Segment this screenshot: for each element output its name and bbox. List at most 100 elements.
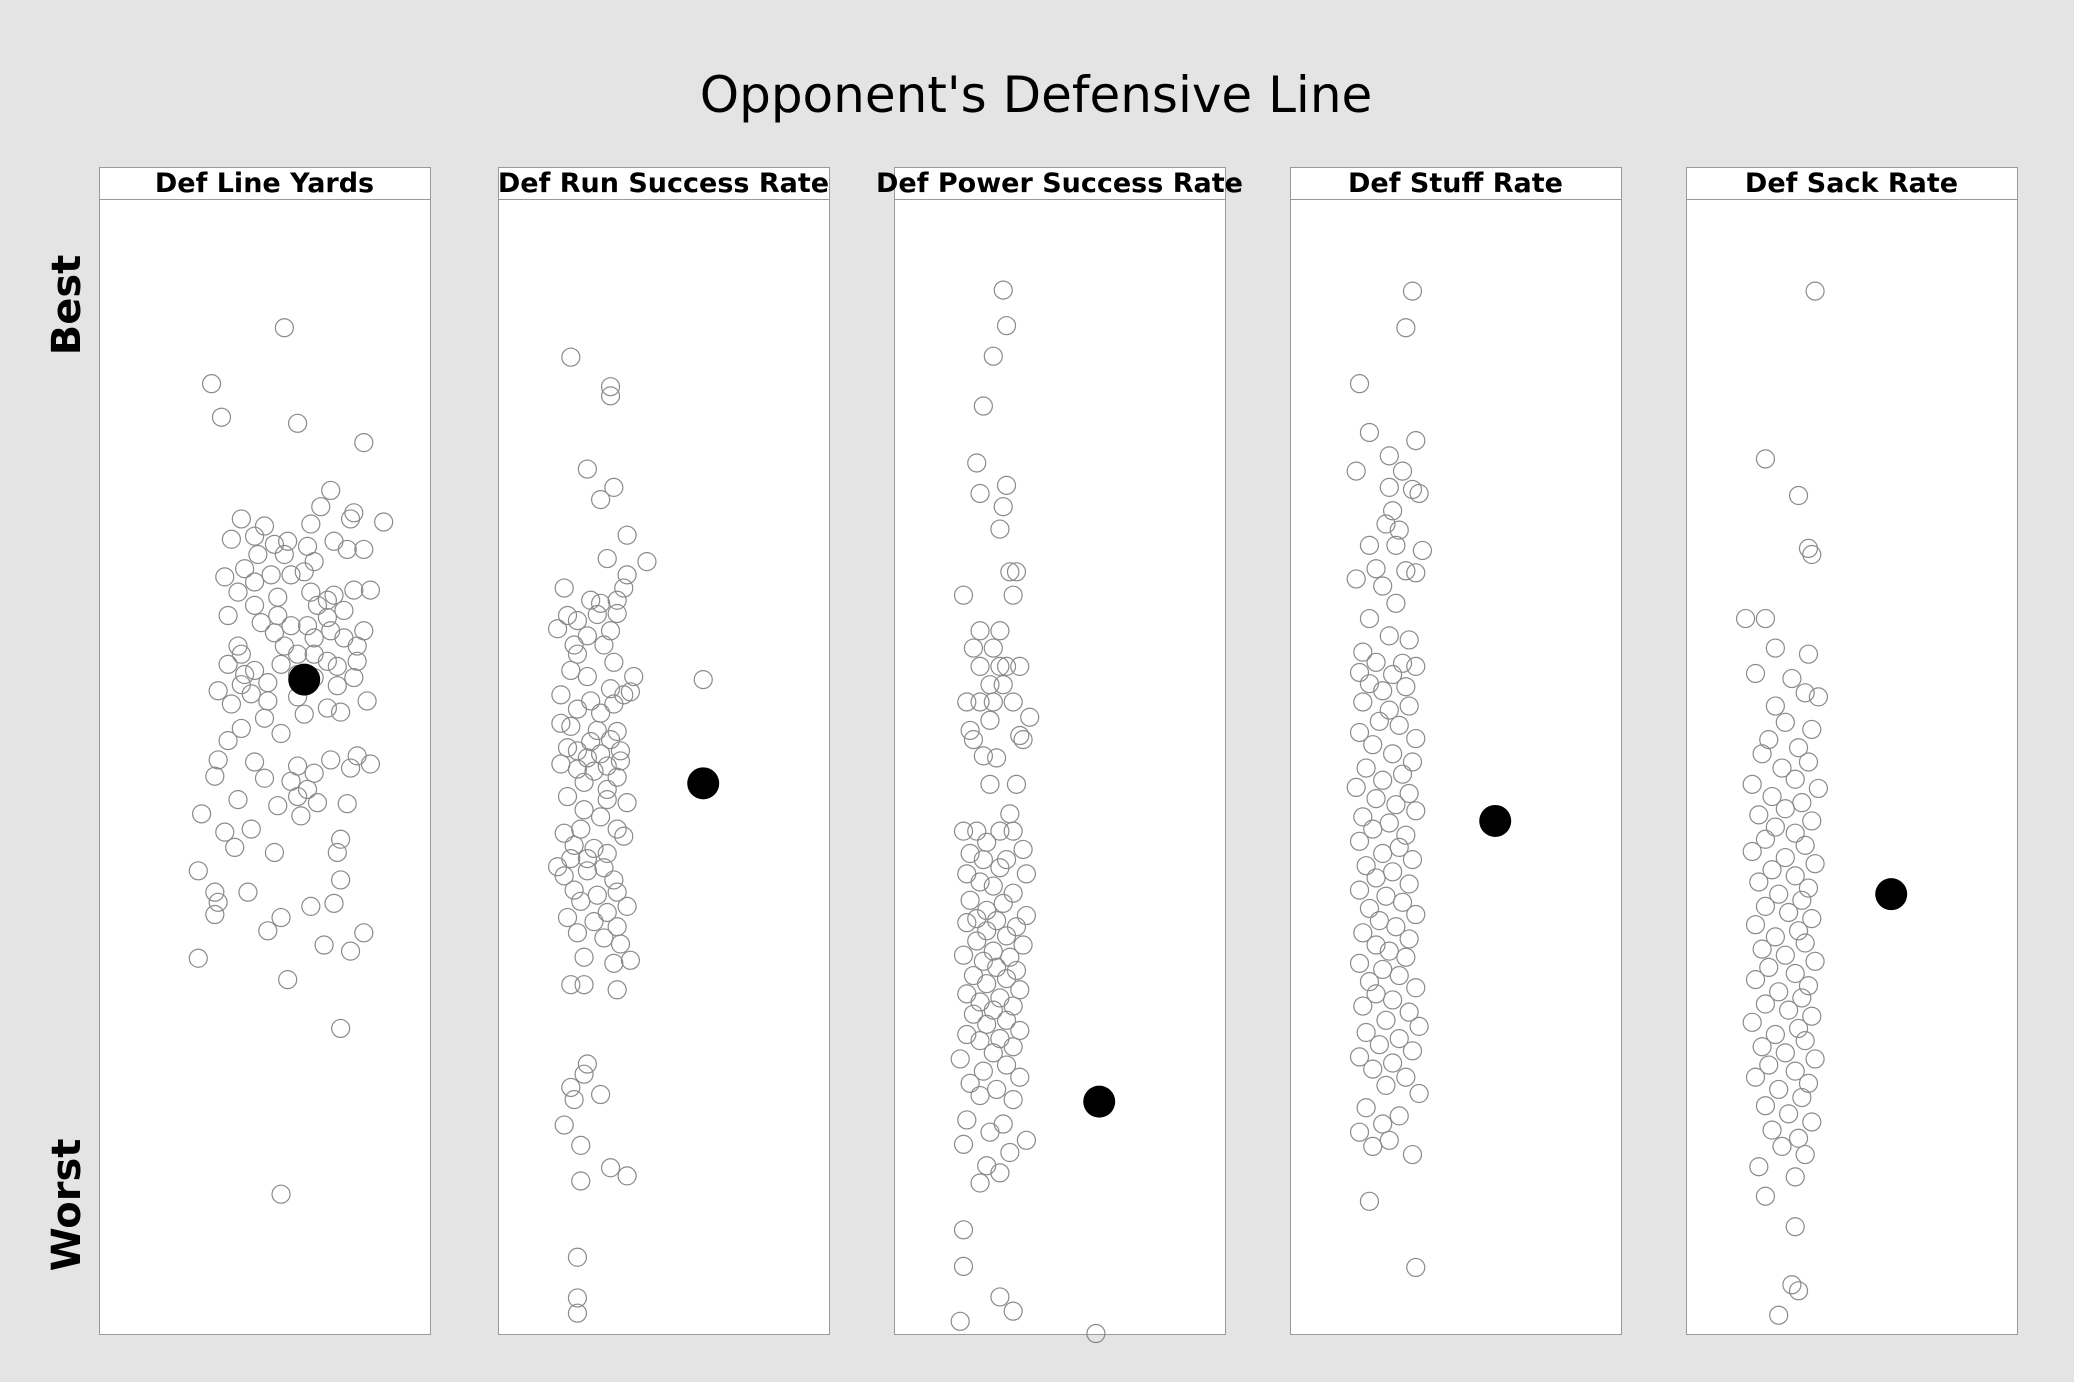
panel-title: Def Sack Rate <box>1745 168 1958 199</box>
league-point <box>990 519 1010 539</box>
league-point <box>1379 626 1399 646</box>
league-point <box>600 377 621 397</box>
league-point <box>1795 933 1815 953</box>
league-point <box>967 821 987 841</box>
league-point <box>554 1115 574 1135</box>
league-point <box>1010 725 1030 746</box>
league-point <box>957 1110 977 1130</box>
league-point <box>1349 880 1370 900</box>
league-point <box>1759 957 1779 978</box>
league-point <box>1792 793 1812 813</box>
league-point <box>1805 281 1825 301</box>
league-point <box>357 691 377 711</box>
league-point <box>1363 819 1383 839</box>
league-point <box>561 660 581 681</box>
league-point <box>1396 677 1416 697</box>
league-point <box>331 870 351 890</box>
league-point <box>188 948 208 968</box>
panel-4: Def Stuff Rate <box>1290 167 1622 1335</box>
league-point <box>1389 1028 1409 1049</box>
league-point <box>973 850 993 870</box>
league-point <box>254 708 275 728</box>
league-point <box>1765 696 1785 716</box>
league-point <box>990 858 1010 878</box>
league-point <box>1013 839 1033 860</box>
league-point <box>1795 1144 1815 1165</box>
league-point <box>577 666 597 687</box>
league-point <box>1373 959 1393 980</box>
league-point <box>1788 485 1809 506</box>
league-point <box>225 837 245 858</box>
league-point <box>970 621 990 641</box>
league-point <box>1010 980 1030 1000</box>
league-point <box>258 921 278 941</box>
league-point <box>1000 1142 1020 1163</box>
league-point <box>1762 786 1782 807</box>
league-point <box>1802 1112 1822 1132</box>
league-point <box>1798 976 1819 996</box>
league-point <box>307 595 328 615</box>
league-point <box>337 539 357 560</box>
league-point <box>567 1303 588 1323</box>
league-point <box>294 704 314 724</box>
league-point <box>327 656 347 676</box>
league-point <box>973 746 993 766</box>
league-point <box>215 567 235 587</box>
league-point <box>1755 1186 1776 1206</box>
league-point <box>1016 1130 1037 1150</box>
league-point <box>983 692 1003 712</box>
league-point <box>567 611 588 631</box>
league-point <box>600 730 621 750</box>
league-point <box>1383 862 1403 882</box>
league-point <box>314 935 334 955</box>
league-point <box>597 779 617 800</box>
league-point <box>564 1090 584 1110</box>
league-point <box>693 669 713 690</box>
league-point <box>241 684 261 704</box>
league-point <box>1349 722 1370 743</box>
league-point <box>1366 652 1386 672</box>
league-point <box>1006 562 1027 582</box>
league-point <box>1359 535 1380 555</box>
league-point <box>990 1287 1010 1307</box>
league-point <box>1808 687 1829 707</box>
league-point <box>1399 929 1419 949</box>
league-point <box>1003 883 1023 903</box>
league-point <box>1399 874 1419 894</box>
league-point <box>554 866 574 886</box>
league-point <box>1016 864 1037 884</box>
league-point <box>1369 711 1389 731</box>
league-point <box>610 934 631 954</box>
league-point <box>597 790 617 810</box>
league-point <box>1346 569 1366 589</box>
league-point <box>244 660 265 681</box>
league-point <box>567 1288 588 1308</box>
league-point <box>587 720 607 741</box>
league-point <box>1396 947 1416 967</box>
league-point <box>1000 947 1020 967</box>
league-point <box>1749 872 1769 892</box>
league-point <box>1792 988 1812 1008</box>
league-point <box>1399 696 1419 716</box>
panel-title: Def Run Success Rate <box>498 168 829 199</box>
league-point <box>347 651 367 671</box>
league-point <box>1742 1012 1762 1032</box>
league-point <box>274 318 294 338</box>
league-point <box>1376 886 1396 906</box>
league-point <box>567 699 588 719</box>
league-point <box>617 793 637 813</box>
league-point <box>1003 821 1023 841</box>
league-point <box>304 552 324 572</box>
league-point <box>1735 608 1756 629</box>
league-point <box>301 514 321 534</box>
league-point <box>600 386 621 406</box>
league-point <box>1788 1128 1809 1148</box>
league-point <box>1383 1053 1403 1073</box>
league-point <box>577 861 597 881</box>
league-point <box>587 604 607 625</box>
league-point <box>311 497 331 517</box>
league-point <box>970 656 990 676</box>
league-point <box>1762 860 1782 880</box>
league-point <box>607 882 627 902</box>
